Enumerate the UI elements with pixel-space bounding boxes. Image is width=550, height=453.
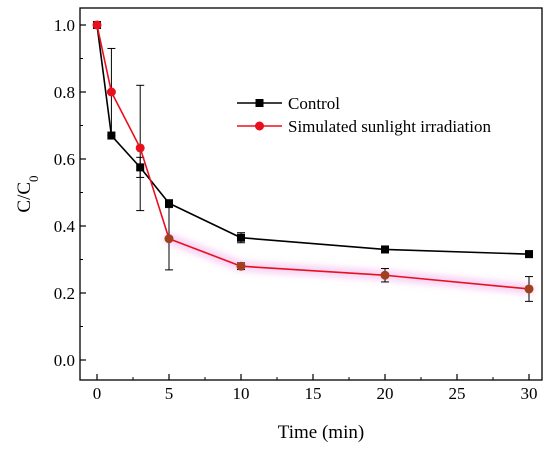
data-point — [164, 234, 174, 244]
y-tick-label: 0.4 — [54, 217, 76, 236]
x-tick-label: 5 — [165, 384, 174, 403]
data-point — [92, 20, 102, 30]
data-point — [525, 250, 533, 259]
y-tick-label: 0.2 — [54, 284, 75, 303]
y-axis-label-subscript: 0 — [26, 175, 41, 182]
series-layer — [92, 20, 534, 302]
series-line — [96, 24, 530, 290]
y-tick-label: 1.0 — [54, 16, 75, 35]
y-axis-ticks: 0.0 0.2 0.4 0.6 0.8 1.0 — [54, 16, 86, 370]
x-tick-label: 0 — [93, 384, 102, 403]
x-tick-label: 30 — [521, 384, 538, 403]
series-control — [93, 21, 533, 259]
data-point — [106, 87, 116, 97]
data-point — [165, 199, 173, 208]
data-point — [524, 284, 534, 294]
data-point — [236, 261, 246, 271]
series-simulated-sunlight — [92, 20, 534, 302]
x-tick-label: 20 — [377, 384, 394, 403]
x-axis-ticks: 0 5 10 15 20 25 30 — [93, 374, 538, 403]
y-tick-label: 0.0 — [54, 351, 75, 370]
y-tick-label: 0.6 — [54, 150, 75, 169]
y-axis-label: C/C0 — [14, 175, 41, 212]
data-point — [135, 143, 145, 153]
x-tick-label: 15 — [305, 384, 322, 403]
legend-marker — [255, 121, 264, 131]
x-axis-label: Time (min) — [278, 422, 364, 443]
x-tick-label: 25 — [449, 384, 466, 403]
data-point — [380, 270, 390, 280]
x-tick-label: 10 — [233, 384, 250, 403]
legend-marker — [255, 99, 264, 107]
legend-label: Simulated sunlight irradiation — [288, 117, 492, 136]
series-line — [96, 24, 530, 255]
legend-label: Control — [288, 94, 340, 113]
y-tick-label: 0.8 — [54, 83, 75, 102]
legend: Control Simulated sunlight irradiation — [237, 94, 492, 136]
data-point — [381, 245, 389, 254]
plot-frame — [79, 7, 543, 381]
data-point — [237, 233, 245, 242]
